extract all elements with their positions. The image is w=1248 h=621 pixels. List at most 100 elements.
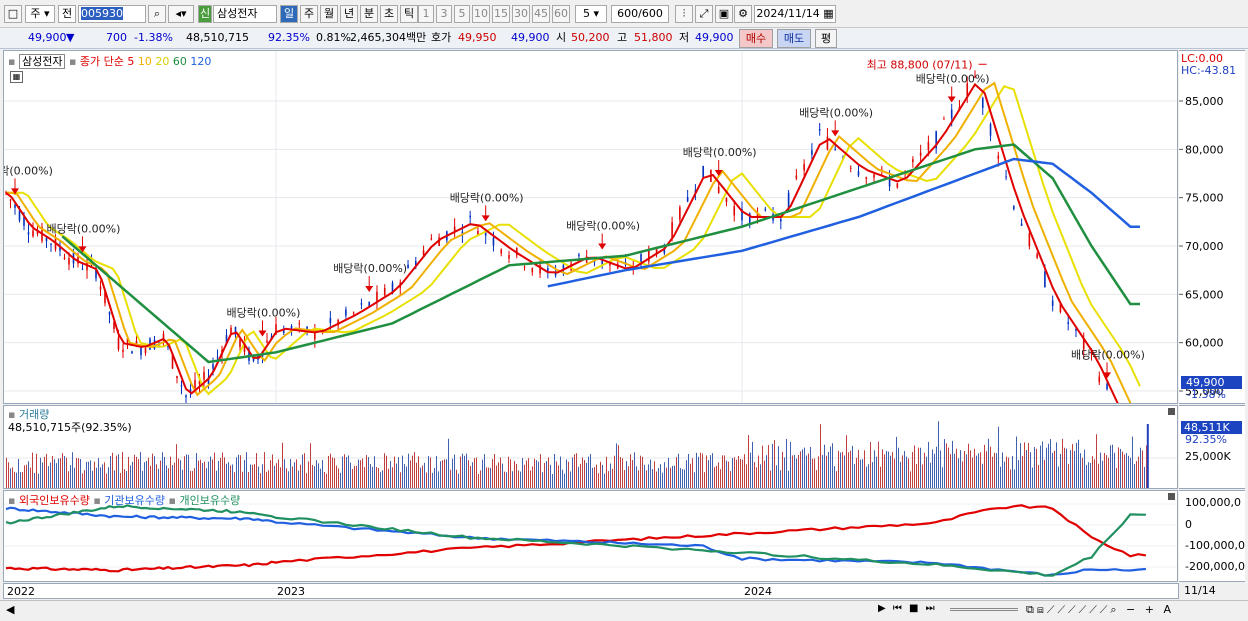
volume-bar [486,467,487,488]
volume-bar [1076,442,1077,488]
volume-bar [534,458,535,488]
volume-bar [426,472,427,488]
period-button[interactable]: 주 [300,5,318,23]
period-button[interactable]: 분 [360,5,378,23]
volume-bar [256,453,257,488]
volume-chart-panel[interactable]: ▪ 거래량 48,510,715주(92.35%) [3,405,1178,489]
interval-button[interactable]: 3 [436,5,452,23]
panel-close-icon[interactable] [1168,493,1175,500]
volume-bar [780,470,781,488]
quote-open-label: 시 [556,31,567,44]
candle-body [59,247,61,251]
volume-bar [630,454,631,488]
volume-bar [968,443,969,488]
volume-bar [772,443,773,488]
interval-button[interactable]: 60 [552,5,570,23]
candle-body [131,351,133,354]
calculator-icon[interactable]: ▦ [10,71,23,83]
volume-bar [1128,455,1129,488]
volume-bar [854,463,855,488]
volume-bar [1008,457,1009,488]
zoom-slider[interactable] [950,608,1018,611]
candle-type-icon[interactable]: ⫶ [675,5,693,23]
price-chart-panel[interactable]: 배당락(0.00%) 배당락(0.00%) 배당락(0.00%) 배당락(0.00%)… [3,50,1178,404]
volume-bar [916,464,917,488]
buy-button[interactable]: 매수 [739,29,773,48]
drawing-tools[interactable]: ⧉⧈⟋⟋⟋⟋⟋⟋⌕ − + A [1026,603,1174,616]
volume-bar [120,473,121,488]
candle-body [180,385,183,387]
date-field[interactable]: 2024/11/14 ▦ [754,5,836,23]
volume-bar [912,452,913,488]
volume-bar [518,470,519,488]
settings-gear-icon[interactable]: ⚙ [734,5,752,23]
volume-bar [950,454,951,488]
volume-bar [822,454,823,488]
volume-bar [992,456,993,488]
volume-bar [468,460,469,488]
quote-trade-value: 2,465,304백만 [350,31,427,44]
holdings-tick: -200,000,0 [1185,560,1245,573]
playback-controls[interactable]: ▶ ⏮ ■ ⏭ [878,603,937,614]
volume-bar [908,458,909,488]
panel-close-icon[interactable] [1168,408,1175,415]
interval-button[interactable]: 15 [492,5,510,23]
volume-bar [562,469,563,488]
period-button[interactable]: 일 [280,5,298,23]
candle-body [888,177,891,187]
interval-button[interactable]: 5 [454,5,470,23]
volume-bar [582,457,583,488]
period-button[interactable]: 틱 [400,5,418,23]
volume-bar [766,455,767,488]
bar-count-field[interactable]: 600/600 [611,5,669,23]
interval-select[interactable]: 5 ▾ [575,5,607,23]
volume-bar [88,461,89,488]
volume-bar [102,464,103,488]
volume-bar [978,453,979,488]
ma60-line [61,143,1140,364]
period-button[interactable]: 초 [380,5,398,23]
volume-bar [1080,453,1081,488]
draw-tool-icon[interactable]: ⤢ [695,5,713,23]
volume-bar [1002,452,1003,488]
candle-body [99,286,102,290]
volume-bar [218,460,219,488]
save-icon[interactable]: ▣ [715,5,733,23]
search-icon[interactable]: ⌕ [148,5,166,23]
interval-button[interactable]: 45 [532,5,550,23]
period-button[interactable]: 년 [340,5,358,23]
prev-select[interactable]: 전 [58,5,76,23]
market-select[interactable]: 주 ▾ [25,5,55,23]
volume-bar [288,471,289,488]
scroll-left-icon[interactable]: ◀ [6,603,15,616]
interval-button[interactable]: 10 [472,5,490,23]
volume-bar [554,453,555,488]
interval-button[interactable]: 30 [512,5,530,23]
legend-ma20: 20 [155,55,170,68]
sell-button[interactable]: 매도 [777,29,811,48]
volume-bar [276,463,277,488]
volume-bar [836,471,837,488]
interval-button[interactable]: 1 [418,5,434,23]
candle-body [352,312,355,314]
volume-bar [46,453,47,488]
candle-body [912,159,914,163]
volume-bar [718,462,719,488]
date-value: 2024/11/14 [756,7,820,20]
volume-bar [1024,442,1025,488]
stock-name-field[interactable]: 삼성전자 [213,5,277,23]
window-menu-icon[interactable]: □ [4,5,22,23]
holdings-chart-panel[interactable]: ▪ 외국인보유수량 ▪ 기관보유수량 ▪ 개인보유수량 [3,490,1178,582]
volume-bar [786,438,787,488]
volume-bar [784,457,785,488]
candle-body [140,347,142,356]
speaker-icon[interactable]: ◂▾ [168,5,194,23]
legend-square-icon: ▪ [168,494,176,507]
stock-code-input[interactable]: 005930 [78,5,146,23]
volume-bar [616,443,617,488]
eval-button[interactable]: 평 [815,29,837,48]
volume-bar [6,457,7,488]
volume-bar [94,461,95,488]
period-button[interactable]: 월 [320,5,338,23]
